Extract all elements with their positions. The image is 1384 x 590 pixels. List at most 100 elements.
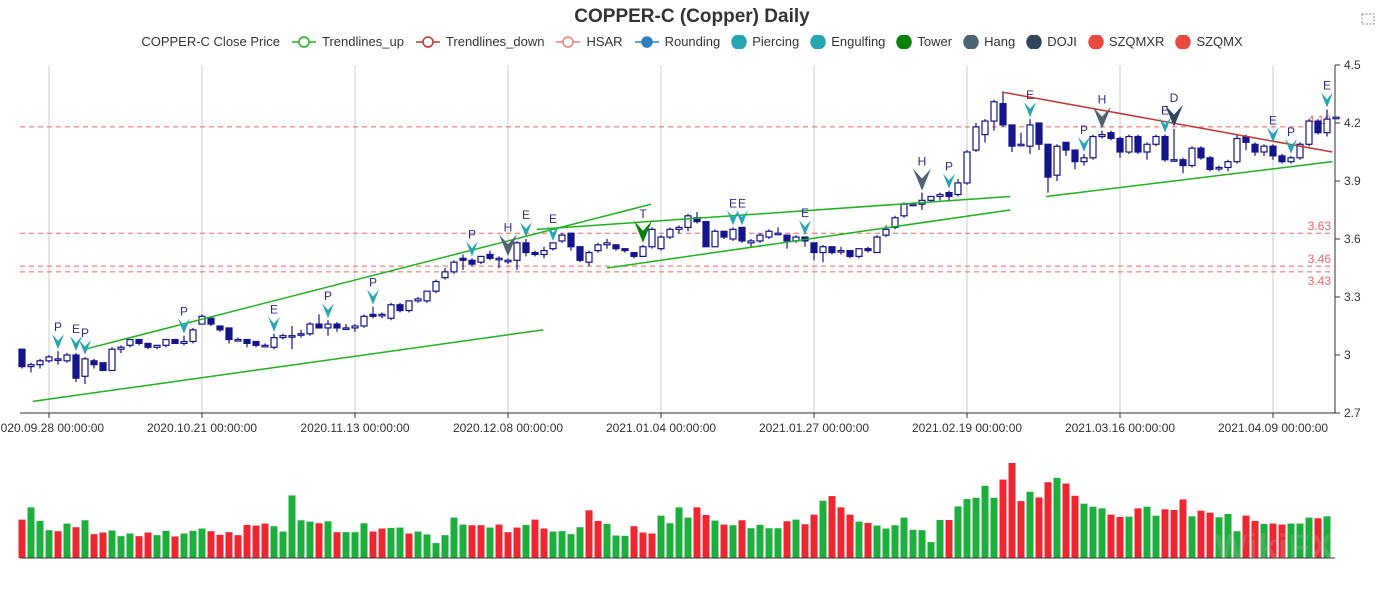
volume-bar — [1260, 523, 1268, 558]
candle-body-up — [189, 329, 197, 343]
pattern-arrow-icon — [727, 210, 739, 226]
volume-bar — [45, 530, 53, 558]
volume-bar — [1062, 483, 1070, 558]
volume-bar — [432, 543, 440, 558]
candle — [333, 322, 341, 332]
candle-body-up — [261, 344, 269, 348]
pattern-marker-hang: H — [499, 220, 517, 257]
volume-bar — [504, 532, 512, 558]
candle-body-up — [1323, 118, 1331, 134]
pattern-arrow-icon — [634, 220, 652, 243]
candle — [837, 246, 845, 255]
candle — [360, 314, 368, 328]
pattern-label: P — [1080, 123, 1088, 137]
pattern-arrow-icon — [322, 303, 334, 319]
volume-bar — [1008, 463, 1016, 558]
legend-item-trendlines-down[interactable]: Trendlines_down — [415, 34, 544, 49]
legend-item-szqmx[interactable]: SZQMX — [1175, 34, 1243, 49]
pattern-arrow-icon — [736, 210, 748, 226]
candle — [1170, 128, 1178, 162]
pattern-arrow-icon — [79, 339, 91, 355]
volume-bar — [441, 535, 449, 558]
x-tick-label: 2021.01.27 00:00:00 — [759, 421, 869, 435]
candle — [1233, 134, 1241, 164]
legend-item-doji[interactable]: DOJI — [1026, 34, 1077, 49]
candle-body-up — [963, 151, 971, 184]
legend-item-piercing[interactable]: Piercing — [731, 34, 799, 49]
candle-body-down — [1197, 147, 1205, 159]
candle — [351, 324, 359, 332]
candle — [189, 327, 197, 344]
legend-dot-icon — [896, 34, 913, 49]
pattern-marker-piercing: P — [322, 289, 334, 319]
pattern-marker-engulfing: E — [1159, 104, 1171, 133]
candle-body-down — [1179, 159, 1187, 167]
pattern-arrow-icon — [1024, 102, 1036, 118]
volume-bar — [477, 525, 485, 558]
candle — [945, 190, 953, 201]
candle-body-up — [774, 232, 782, 236]
y-tick-label: 4.5 — [1344, 58, 1361, 72]
candle — [225, 327, 233, 344]
volume-bar — [630, 526, 638, 558]
restore-zoom-icon[interactable] — [1360, 12, 1376, 26]
candle — [1044, 143, 1052, 193]
candle — [90, 358, 98, 369]
candle-body-up — [990, 101, 998, 122]
candle-body-up — [927, 195, 935, 201]
volume-bar — [585, 510, 593, 558]
volume-bar — [1323, 516, 1331, 558]
pattern-label: H — [504, 220, 513, 234]
candle — [1197, 146, 1205, 160]
candle — [108, 347, 116, 372]
candle-body-up — [1305, 120, 1313, 145]
candle — [846, 250, 854, 259]
pattern-label: E — [801, 206, 809, 220]
legend-label: Trendlines_up — [322, 34, 404, 49]
legend-dot-icon — [1088, 34, 1104, 49]
candle — [216, 325, 224, 332]
volume-bar — [1143, 506, 1151, 558]
candle-body-up — [477, 255, 485, 263]
volume-bar — [927, 542, 935, 558]
volume-bar — [873, 525, 881, 558]
candle-body-up — [711, 230, 719, 248]
legend-item-copper-c-close-price[interactable]: COPPER-C Close Price — [141, 34, 280, 49]
candle — [1134, 134, 1142, 154]
x-tick-label: 2021.03.16 00:00:00 — [1065, 421, 1175, 435]
volume-bar — [1161, 509, 1169, 558]
legend-line-circle-icon — [415, 35, 440, 48]
legend-item-hsar[interactable]: HSAR — [555, 34, 623, 49]
legend-item-trendlines-up[interactable]: Trendlines_up — [291, 34, 404, 49]
volume-bar — [1026, 491, 1034, 558]
candle — [576, 246, 584, 263]
candle — [810, 242, 818, 261]
candle-body-up — [549, 242, 557, 250]
candle — [1161, 134, 1169, 162]
candle-body-down — [846, 250, 854, 258]
legend-item-rounding[interactable]: Rounding — [634, 34, 720, 49]
candle-body-up — [360, 315, 368, 327]
x-tick-label: 2020.09.28 00:00:00 — [0, 421, 104, 435]
volume-bar — [216, 534, 224, 558]
volume-bar — [684, 517, 692, 558]
legend-item-engulfing[interactable]: Engulfing — [810, 34, 885, 49]
legend-item-tower[interactable]: Tower — [896, 34, 952, 49]
legend-item-szqmxr[interactable]: SZQMXR — [1088, 34, 1164, 49]
pattern-marker-piercing: P — [466, 227, 478, 257]
candle-body-down — [468, 259, 476, 265]
candle — [378, 312, 386, 319]
candle-body-down — [522, 242, 530, 254]
candle — [1116, 136, 1124, 158]
candle-body-up — [1332, 116, 1340, 120]
y-tick-label: 3.9 — [1344, 174, 1361, 188]
volume-bar — [639, 532, 647, 558]
legend-line-circle-icon — [292, 35, 317, 48]
candle — [297, 329, 305, 338]
pattern-marker-engulfing: E — [1024, 88, 1036, 118]
candle — [981, 119, 989, 143]
legend-item-hang[interactable]: Hang — [963, 34, 1015, 49]
candle-body-up — [1287, 157, 1295, 163]
candle — [531, 250, 539, 257]
candle-body-up — [819, 246, 827, 254]
